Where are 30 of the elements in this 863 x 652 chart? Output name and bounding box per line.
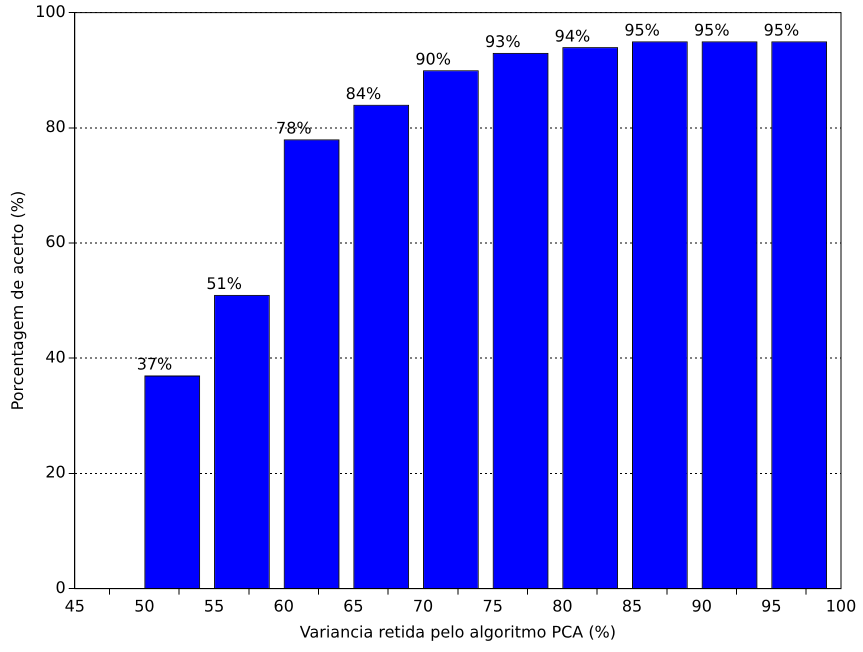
data-label: 94% bbox=[554, 26, 590, 46]
x-tick-label: 90 bbox=[692, 596, 712, 616]
data-label: 78% bbox=[276, 118, 312, 138]
x-tick-label: 70 bbox=[412, 596, 434, 616]
x-axis-title: Variancia retida pelo algoritmo PCA (%) bbox=[300, 622, 616, 642]
data-label: 90% bbox=[415, 49, 451, 68]
x-tick-label: 80 bbox=[552, 596, 573, 616]
x-tick-label: 65 bbox=[343, 596, 364, 616]
y-tick-label: 60 bbox=[45, 232, 66, 252]
data-label: 84% bbox=[346, 84, 382, 103]
x-tick-label: 55 bbox=[204, 596, 224, 616]
x-tick-label: 50 bbox=[134, 596, 155, 616]
data-label: 37% bbox=[136, 354, 172, 374]
y-axis-title: Porcentagem de acerto (%) bbox=[8, 190, 27, 410]
data-label: 51% bbox=[206, 274, 242, 293]
data-label: 95% bbox=[764, 20, 800, 40]
data-label: 93% bbox=[485, 32, 521, 52]
x-tick-label: 85 bbox=[622, 596, 642, 616]
x-tick-label: 45 bbox=[64, 596, 85, 616]
data-label: 95% bbox=[694, 20, 730, 40]
y-tick-label: 0 bbox=[56, 578, 66, 597]
x-tick-label: 60 bbox=[274, 596, 294, 616]
y-tick-label: 20 bbox=[45, 462, 66, 482]
x-tick-label: 100 bbox=[826, 596, 856, 616]
y-tick-label: 40 bbox=[45, 347, 66, 366]
y-tick-label: 100 bbox=[35, 2, 66, 21]
x-tick-label: 95 bbox=[761, 596, 782, 616]
x-tick-label: 75 bbox=[482, 596, 503, 616]
data-label: 95% bbox=[624, 20, 660, 40]
y-tick-label: 80 bbox=[45, 116, 66, 136]
